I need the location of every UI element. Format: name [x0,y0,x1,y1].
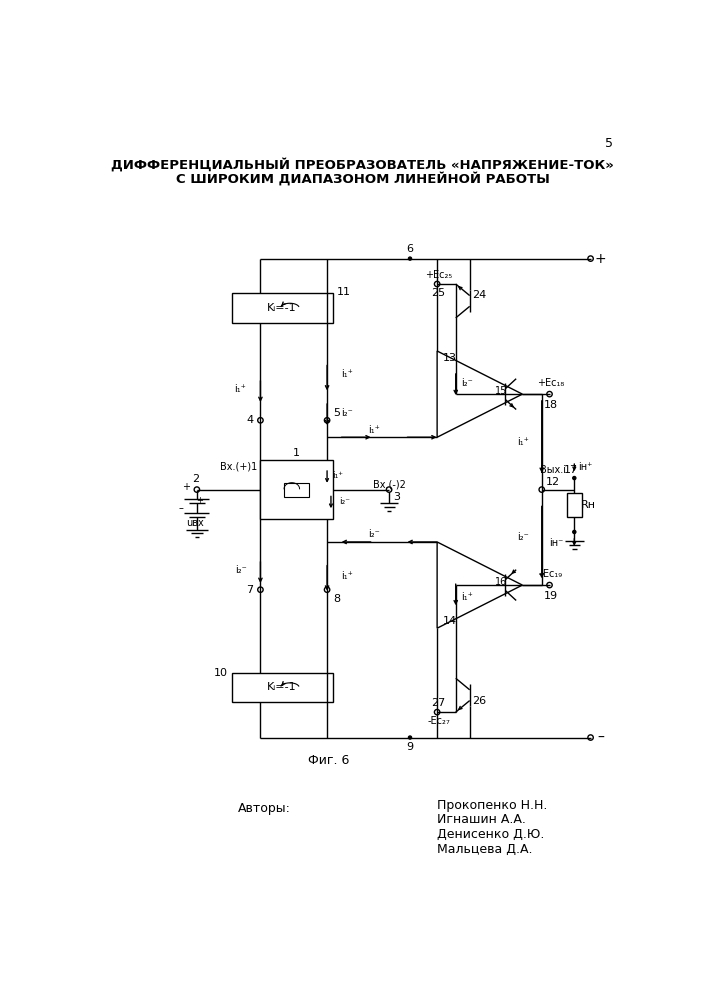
Text: i₂⁻: i₂⁻ [235,565,247,575]
Text: Вх.(-)2: Вх.(-)2 [373,480,406,490]
Text: 25: 25 [431,288,445,298]
Text: Rн: Rн [580,500,596,510]
Text: –: – [597,731,604,745]
Text: 9: 9 [407,742,414,752]
Text: Вх.(+)1: Вх.(+)1 [220,462,257,472]
Text: 16: 16 [495,577,507,587]
Text: +Eс₁₈: +Eс₁₈ [537,378,565,388]
Text: Kᵢ=-1: Kᵢ=-1 [267,682,297,692]
Text: i₂⁻: i₂⁻ [339,497,350,506]
Text: +: + [196,496,203,505]
Bar [566,493,582,517]
Text: 11: 11 [337,287,351,297]
Text: i₁⁺: i₁⁺ [518,437,530,447]
Text: Фиг. 6: Фиг. 6 [308,754,349,767]
Text: С ШИРОКИМ ДИАПАЗОНОМ ЛИНЕЙНОЙ РАБОТЫ: С ШИРОКИМ ДИАПАЗОНОМ ЛИНЕЙНОЙ РАБОТЫ [176,172,549,185]
Bar [260,460,332,519]
Text: 2: 2 [192,474,199,484]
Bar [232,673,332,702]
Text: 17: 17 [563,465,578,475]
Text: 27: 27 [431,698,446,708]
Text: 5: 5 [605,137,613,150]
Text: uвх: uвх [187,518,204,528]
Text: +: + [595,252,607,266]
Text: 19: 19 [544,591,558,601]
Text: Вых.i: Вых.i [539,465,566,475]
Text: +Eс₂₅: +Eс₂₅ [425,270,452,280]
Text: 13: 13 [443,353,457,363]
Text: Денисенко Д.Ю.: Денисенко Д.Ю. [437,828,544,841]
Bar [284,483,309,497]
Text: Kᵢ=-1: Kᵢ=-1 [267,303,297,313]
Text: 14: 14 [443,616,457,626]
Text: 8: 8 [333,594,340,604]
Text: 7: 7 [246,585,253,595]
Text: -Eс₂₇: -Eс₂₇ [427,716,450,726]
Text: 3: 3 [393,492,400,502]
Text: 4: 4 [246,415,253,425]
Circle shape [409,257,411,260]
Text: 24: 24 [472,290,486,300]
Circle shape [573,530,575,533]
Text: i₁⁺: i₁⁺ [368,425,380,435]
Text: 6: 6 [407,244,414,254]
Text: +: + [182,482,190,492]
Text: 10: 10 [214,668,228,678]
Text: Игнашин А.А.: Игнашин А.А. [437,813,526,826]
Text: i₁⁺: i₁⁺ [461,592,472,602]
Text: i₂⁻: i₂⁻ [368,529,380,539]
Text: Мальцева Д.А.: Мальцева Д.А. [437,843,532,856]
Text: iн⁺: iн⁺ [578,462,592,472]
Text: i₁⁺: i₁⁺ [341,571,353,581]
Circle shape [409,736,411,739]
Text: Прокопенко Н.Н.: Прокопенко Н.Н. [437,799,547,812]
Text: i₁⁺: i₁⁺ [235,384,247,394]
Text: –Eс₁₉: –Eс₁₉ [539,569,563,579]
Text: 12: 12 [546,477,560,487]
Circle shape [573,477,575,480]
Text: Авторы:: Авторы: [238,802,291,815]
Text: 5: 5 [333,408,340,418]
Text: 26: 26 [472,696,486,706]
Text: iн⁻: iн⁻ [549,538,563,548]
Text: 18: 18 [544,400,558,410]
Text: i₁⁺: i₁⁺ [332,471,344,480]
Text: –: – [179,503,184,513]
Text: 1: 1 [293,448,300,458]
Text: i₂⁻: i₂⁻ [341,408,353,418]
Text: i₂⁻: i₂⁻ [518,532,530,542]
Text: 15: 15 [494,386,507,396]
Bar [232,293,332,323]
Text: i₂⁻: i₂⁻ [461,378,472,388]
Text: i₁⁺: i₁⁺ [341,369,353,379]
Text: ДИФФЕРЕНЦИАЛЬНЫЙ ПРЕОБРАЗОВАТЕЛЬ «НАПРЯЖЕНИЕ-ТОК»: ДИФФЕРЕНЦИАЛЬНЫЙ ПРЕОБРАЗОВАТЕЛЬ «НАПРЯЖ… [111,158,614,172]
